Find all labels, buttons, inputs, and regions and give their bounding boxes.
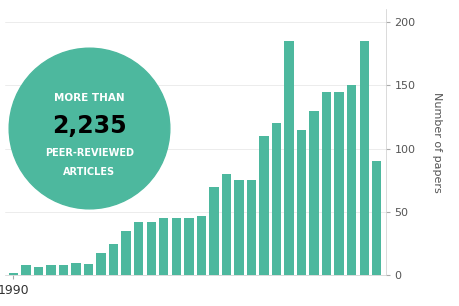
Text: MORE THAN: MORE THAN bbox=[54, 93, 125, 103]
Bar bbox=[84, 264, 93, 275]
Text: ARTICLES: ARTICLES bbox=[63, 167, 116, 177]
Bar bbox=[309, 110, 319, 275]
Bar bbox=[21, 265, 31, 275]
Bar bbox=[96, 252, 106, 275]
Bar bbox=[347, 85, 357, 275]
Bar bbox=[71, 263, 81, 275]
Bar bbox=[285, 41, 294, 275]
Bar bbox=[372, 161, 381, 275]
Bar bbox=[9, 273, 18, 275]
Text: 2,235: 2,235 bbox=[52, 114, 127, 138]
Y-axis label: Number of papers: Number of papers bbox=[432, 92, 442, 193]
Bar bbox=[234, 180, 244, 275]
Bar bbox=[247, 180, 256, 275]
Bar bbox=[322, 91, 331, 275]
Bar bbox=[46, 265, 56, 275]
Bar bbox=[359, 41, 369, 275]
Bar bbox=[159, 218, 168, 275]
Bar bbox=[196, 216, 206, 275]
Bar bbox=[184, 218, 194, 275]
Text: PEER-REVIEWED: PEER-REVIEWED bbox=[45, 148, 134, 158]
Bar bbox=[172, 218, 181, 275]
Bar bbox=[109, 244, 118, 275]
Bar bbox=[146, 222, 156, 275]
Bar bbox=[34, 267, 43, 275]
Bar bbox=[335, 91, 344, 275]
Bar bbox=[209, 187, 218, 275]
Bar bbox=[134, 222, 143, 275]
Bar bbox=[297, 130, 306, 275]
Bar bbox=[59, 265, 68, 275]
Bar bbox=[259, 136, 269, 275]
Bar bbox=[122, 231, 131, 275]
Bar bbox=[222, 174, 231, 275]
Bar bbox=[272, 123, 281, 275]
